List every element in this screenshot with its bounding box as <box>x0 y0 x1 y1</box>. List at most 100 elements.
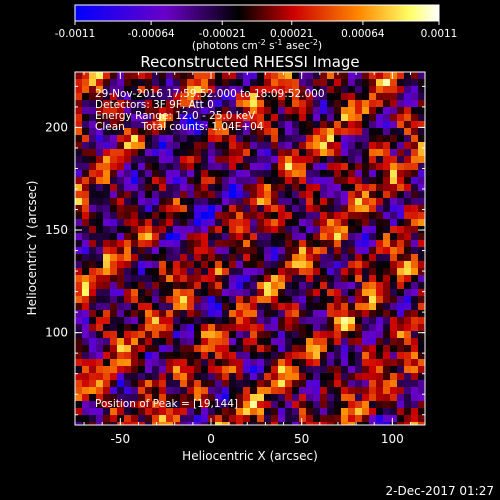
heatmap-cell <box>89 198 96 205</box>
heatmap-cell <box>418 324 425 331</box>
heatmap-cell <box>355 142 362 149</box>
heatmap-cell <box>397 380 404 387</box>
heatmap-cell <box>257 422 264 425</box>
heatmap-cell <box>320 401 327 408</box>
heatmap-cell <box>110 415 117 422</box>
heatmap-cell <box>264 107 271 114</box>
heatmap-cell <box>159 310 166 317</box>
heatmap-cell <box>145 114 152 121</box>
heatmap-cell <box>208 128 215 135</box>
heatmap-cell <box>397 240 404 247</box>
heatmap-cell <box>313 275 320 282</box>
heatmap-cell <box>404 205 411 212</box>
heatmap-cell <box>110 121 117 128</box>
heatmap-cell <box>103 275 110 282</box>
heatmap-cell <box>75 324 82 331</box>
heatmap-cell <box>299 93 306 100</box>
heatmap-cell <box>208 331 215 338</box>
heatmap-cell <box>89 72 96 79</box>
heatmap-cell <box>355 163 362 170</box>
heatmap-cell <box>117 93 124 100</box>
heatmap-cell <box>362 324 369 331</box>
heatmap-cell <box>236 100 243 107</box>
heatmap-cell <box>334 135 341 142</box>
heatmap-cell <box>257 387 264 394</box>
heatmap-cell <box>257 135 264 142</box>
heatmap-cell <box>355 86 362 93</box>
heatmap-cell <box>236 212 243 219</box>
heatmap-cell <box>362 317 369 324</box>
heatmap-cell <box>124 226 131 233</box>
heatmap-cell <box>159 415 166 422</box>
heatmap-cell <box>180 247 187 254</box>
heatmap-cell <box>278 345 285 352</box>
heatmap-cell <box>376 163 383 170</box>
heatmap-cell <box>131 422 138 425</box>
heatmap-cell <box>166 198 173 205</box>
heatmap-cell <box>285 219 292 226</box>
heatmap-cell <box>215 121 222 128</box>
heatmap-cell <box>138 380 145 387</box>
heatmap-cell <box>271 107 278 114</box>
heatmap-cell <box>173 394 180 401</box>
heatmap-cell <box>96 331 103 338</box>
heatmap-cell <box>201 142 208 149</box>
heatmap-cell <box>194 373 201 380</box>
heatmap-cell <box>145 191 152 198</box>
heatmap-cell <box>320 233 327 240</box>
heatmap-cell <box>159 240 166 247</box>
heatmap-cell <box>404 331 411 338</box>
heatmap-cell <box>390 366 397 373</box>
heatmap-cell <box>152 310 159 317</box>
heatmap-cell <box>278 380 285 387</box>
heatmap-cell <box>173 107 180 114</box>
heatmap-cell <box>390 296 397 303</box>
heatmap-cell <box>383 79 390 86</box>
heatmap-cell <box>376 240 383 247</box>
heatmap-cell <box>159 156 166 163</box>
heatmap-cell <box>369 72 376 79</box>
heatmap-cell <box>75 149 82 156</box>
heatmap-cell <box>194 324 201 331</box>
heatmap-cell <box>292 100 299 107</box>
heatmap-cell <box>229 352 236 359</box>
heatmap-cell <box>96 219 103 226</box>
heatmap-cell <box>124 408 131 415</box>
heatmap-cell <box>306 156 313 163</box>
heatmap-cell <box>355 233 362 240</box>
heatmap-cell <box>229 135 236 142</box>
heatmap-cell <box>397 114 404 121</box>
heatmap-cell <box>264 408 271 415</box>
heatmap-cell <box>215 247 222 254</box>
heatmap-cell <box>257 296 264 303</box>
heatmap-cell <box>131 268 138 275</box>
heatmap-cell <box>334 261 341 268</box>
heatmap-cell <box>145 289 152 296</box>
heatmap-cell <box>236 135 243 142</box>
heatmap-cell <box>397 198 404 205</box>
heatmap-cell <box>341 177 348 184</box>
heatmap-cell <box>229 107 236 114</box>
heatmap-cell <box>117 254 124 261</box>
heatmap-cell <box>271 198 278 205</box>
heatmap-cell <box>131 324 138 331</box>
heatmap-cell <box>222 240 229 247</box>
heatmap-cell <box>243 254 250 261</box>
heatmap-cell <box>369 191 376 198</box>
heatmap-cell <box>411 247 418 254</box>
heatmap-cell <box>131 156 138 163</box>
heatmap-cell <box>334 345 341 352</box>
heatmap-cell <box>341 135 348 142</box>
heatmap-cell <box>306 170 313 177</box>
heatmap-cell <box>299 177 306 184</box>
heatmap-cell <box>138 184 145 191</box>
heatmap-cell <box>131 72 138 79</box>
heatmap-cell <box>334 401 341 408</box>
heatmap-cell <box>411 387 418 394</box>
heatmap-cell <box>131 254 138 261</box>
heatmap-cell <box>82 100 89 107</box>
heatmap-cell <box>348 359 355 366</box>
heatmap-cell <box>166 240 173 247</box>
heatmap-cell <box>96 394 103 401</box>
heatmap-cell <box>292 163 299 170</box>
